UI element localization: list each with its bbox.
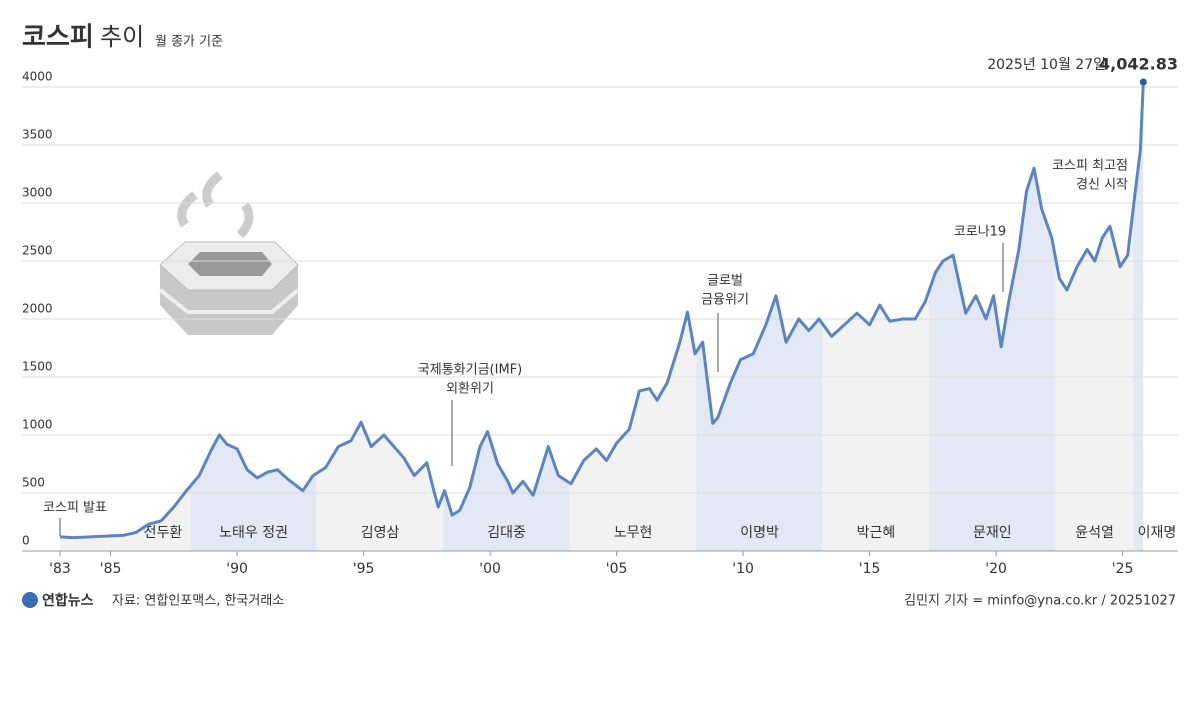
last-value-label: 4,042.83 [1099,55,1178,74]
era-label: 전두환 [144,525,183,541]
era-label: 김영삼 [361,525,400,541]
era-label: 윤석열 [1075,525,1114,541]
x-tick-label: '15 [859,561,881,577]
y-tick-label: 0 [22,534,30,548]
era-band [696,82,823,551]
annotation: 금융위기 [701,293,749,308]
annotation: 코스피 발표 [43,501,107,516]
x-tick-label: '10 [732,561,754,577]
era-label: 노무현 [614,525,653,541]
era-band [822,82,930,551]
x-tick-label: '25 [1112,561,1134,577]
annotation: 외환위기 [446,382,494,397]
y-tick-label: 2500 [22,244,53,258]
era-label: 이재명 [1138,525,1177,541]
y-tick-label: 4000 [22,70,53,84]
y-tick-label: 1500 [22,360,53,374]
y-tick-label: 500 [22,476,45,490]
era-label: 노태우 정권 [219,525,288,541]
annotation: 글로벌 [707,274,743,289]
logo: 연합뉴스 [42,592,94,609]
era-label: 박근혜 [857,525,896,541]
chart-title: 코스피 [22,23,94,53]
x-tick-label: '05 [606,561,628,577]
era-label: 김대중 [487,525,526,541]
x-tick-label: '00 [479,561,501,577]
last-point [1139,78,1147,86]
x-tick-label: '85 [100,561,122,577]
era-band [1055,82,1134,551]
era-band [1133,82,1144,551]
x-tick-label: '83 [49,561,71,577]
pot-icon [158,171,300,335]
credit: 김민지 기자 = minfo@yna.co.kr / 20251027 [904,594,1176,609]
y-tick-label: 3000 [22,186,53,200]
y-tick-label: 1000 [22,418,53,432]
source: 자료: 연합인포맥스, 한국거래소 [112,594,284,609]
y-tick-label: 2000 [22,302,53,316]
era-label: 문재인 [973,525,1012,541]
last-date: 2025년 10월 27일 [987,57,1106,73]
x-tick-label: '95 [353,561,375,577]
chart-title-rest: 추이 [100,23,144,51]
era-band [929,82,1056,551]
era-band [316,82,444,551]
y-tick-label: 3500 [22,128,53,142]
logo-icon [22,592,38,608]
x-tick-label: '90 [226,561,248,577]
era-band [569,82,697,551]
annotation: 코로나19 [954,225,1006,240]
annotation: 국제통화기금(IMF) [418,363,522,378]
x-tick-label: '20 [985,561,1007,577]
annotation: 코스피 최고점 [1052,159,1128,174]
subtitle: 월 종가 기준 [155,35,223,50]
kospi-line [59,81,1145,540]
era-label: 이명박 [740,525,779,541]
annotation: 경신 시작 [1076,178,1128,193]
